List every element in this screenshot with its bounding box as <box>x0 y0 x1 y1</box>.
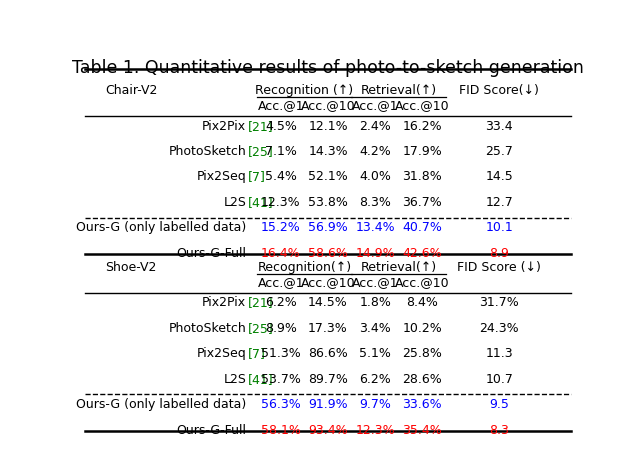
Text: 14.9%: 14.9% <box>355 246 395 259</box>
Text: 40.7%: 40.7% <box>403 221 442 234</box>
Text: 10.1: 10.1 <box>485 221 513 234</box>
Text: 14.5%: 14.5% <box>308 296 348 309</box>
Text: Acc.@10: Acc.@10 <box>301 275 355 288</box>
Text: 36.7%: 36.7% <box>403 195 442 208</box>
Text: 24.3%: 24.3% <box>479 321 519 334</box>
Text: 58.1%: 58.1% <box>261 423 301 436</box>
Text: FID Score (↓): FID Score (↓) <box>457 260 541 273</box>
Text: 3.4%: 3.4% <box>359 321 391 334</box>
Text: 8.4%: 8.4% <box>406 296 438 309</box>
Text: Acc.@1: Acc.@1 <box>257 99 304 111</box>
Text: Table 1. Quantitative results of photo-to-sketch generation: Table 1. Quantitative results of photo-t… <box>72 60 584 77</box>
Text: 1.8%: 1.8% <box>359 296 391 309</box>
Text: 16.2%: 16.2% <box>403 120 442 133</box>
Text: Shoe-V2: Shoe-V2 <box>105 260 156 273</box>
Text: 53.8%: 53.8% <box>308 195 348 208</box>
Text: 93.4%: 93.4% <box>308 423 348 436</box>
Text: FID Score(↓): FID Score(↓) <box>459 83 539 97</box>
Text: 31.8%: 31.8% <box>403 170 442 183</box>
Text: 58.6%: 58.6% <box>308 246 348 259</box>
Text: Acc.@10: Acc.@10 <box>395 99 449 111</box>
Text: 9.7%: 9.7% <box>359 397 391 410</box>
Text: [7]: [7] <box>248 170 266 183</box>
Text: Retrieval(↑): Retrieval(↑) <box>360 260 436 273</box>
Text: 53.7%: 53.7% <box>261 372 301 385</box>
Text: 35.4%: 35.4% <box>403 423 442 436</box>
Text: Recognition (↑): Recognition (↑) <box>255 83 353 97</box>
Text: Acc.@1: Acc.@1 <box>352 99 399 111</box>
Text: [25]: [25] <box>248 145 273 158</box>
Text: Acc.@1: Acc.@1 <box>257 275 304 288</box>
Text: Acc.@10: Acc.@10 <box>301 99 355 111</box>
Text: Chair-V2: Chair-V2 <box>105 83 157 97</box>
Text: 11.3: 11.3 <box>485 346 513 359</box>
Text: 8.3: 8.3 <box>489 423 509 436</box>
Text: L2S: L2S <box>223 372 246 385</box>
Text: 8.3%: 8.3% <box>359 195 391 208</box>
Text: 12.7: 12.7 <box>485 195 513 208</box>
Text: [21]: [21] <box>248 120 273 133</box>
Text: 33.6%: 33.6% <box>403 397 442 410</box>
Text: 4.0%: 4.0% <box>359 170 391 183</box>
Text: 89.7%: 89.7% <box>308 372 348 385</box>
Text: Recognition(↑): Recognition(↑) <box>257 260 351 273</box>
Text: 5.1%: 5.1% <box>359 346 391 359</box>
Text: 86.6%: 86.6% <box>308 346 348 359</box>
Text: Acc.@1: Acc.@1 <box>352 275 399 288</box>
Text: Acc.@10: Acc.@10 <box>395 275 449 288</box>
Text: 31.7%: 31.7% <box>479 296 519 309</box>
Text: 25.7: 25.7 <box>485 145 513 158</box>
Text: Retrieval(↑): Retrieval(↑) <box>360 83 436 97</box>
Text: 17.3%: 17.3% <box>308 321 348 334</box>
Text: 7.1%: 7.1% <box>265 145 297 158</box>
Text: 91.9%: 91.9% <box>308 397 348 410</box>
Text: 4.5%: 4.5% <box>265 120 297 133</box>
Text: PhotoSketch: PhotoSketch <box>168 321 246 334</box>
Text: 56.9%: 56.9% <box>308 221 348 234</box>
Text: 5.4%: 5.4% <box>265 170 297 183</box>
Text: 12.3%: 12.3% <box>261 195 301 208</box>
Text: 17.9%: 17.9% <box>403 145 442 158</box>
Text: Ours-G-Full: Ours-G-Full <box>176 246 246 259</box>
Text: Ours-G (only labelled data): Ours-G (only labelled data) <box>76 221 246 234</box>
Text: [21]: [21] <box>248 296 273 309</box>
Text: 28.6%: 28.6% <box>403 372 442 385</box>
Text: Pix2Seq: Pix2Seq <box>196 346 246 359</box>
Text: 12.3%: 12.3% <box>355 423 395 436</box>
Text: Pix2Seq: Pix2Seq <box>196 170 246 183</box>
Text: 51.3%: 51.3% <box>261 346 301 359</box>
Text: 8.9%: 8.9% <box>265 321 297 334</box>
Text: 33.4: 33.4 <box>485 120 513 133</box>
Text: 52.1%: 52.1% <box>308 170 348 183</box>
Text: Pix2Pix: Pix2Pix <box>202 296 246 309</box>
Text: 14.3%: 14.3% <box>308 145 348 158</box>
Text: 42.6%: 42.6% <box>403 246 442 259</box>
Text: [25]: [25] <box>248 321 273 334</box>
Text: 14.5: 14.5 <box>485 170 513 183</box>
Text: [7]: [7] <box>248 346 266 359</box>
Text: 8.9: 8.9 <box>489 246 509 259</box>
Text: [41]: [41] <box>248 372 273 385</box>
Text: 56.3%: 56.3% <box>261 397 301 410</box>
Text: 9.5: 9.5 <box>489 397 509 410</box>
Text: 4.2%: 4.2% <box>359 145 391 158</box>
Text: 12.1%: 12.1% <box>308 120 348 133</box>
Text: L2S: L2S <box>223 195 246 208</box>
Text: 10.7: 10.7 <box>485 372 513 385</box>
Text: Ours-G (only labelled data): Ours-G (only labelled data) <box>76 397 246 410</box>
Text: Pix2Pix: Pix2Pix <box>202 120 246 133</box>
Text: 6.2%: 6.2% <box>359 372 391 385</box>
Text: 10.2%: 10.2% <box>403 321 442 334</box>
Text: 6.2%: 6.2% <box>265 296 297 309</box>
Text: 2.4%: 2.4% <box>359 120 391 133</box>
Text: [41]: [41] <box>248 195 273 208</box>
Text: Ours-G-Full: Ours-G-Full <box>176 423 246 436</box>
Text: 15.2%: 15.2% <box>261 221 301 234</box>
Text: PhotoSketch: PhotoSketch <box>168 145 246 158</box>
Text: 25.8%: 25.8% <box>403 346 442 359</box>
Text: 16.4%: 16.4% <box>261 246 301 259</box>
Text: 13.4%: 13.4% <box>355 221 395 234</box>
